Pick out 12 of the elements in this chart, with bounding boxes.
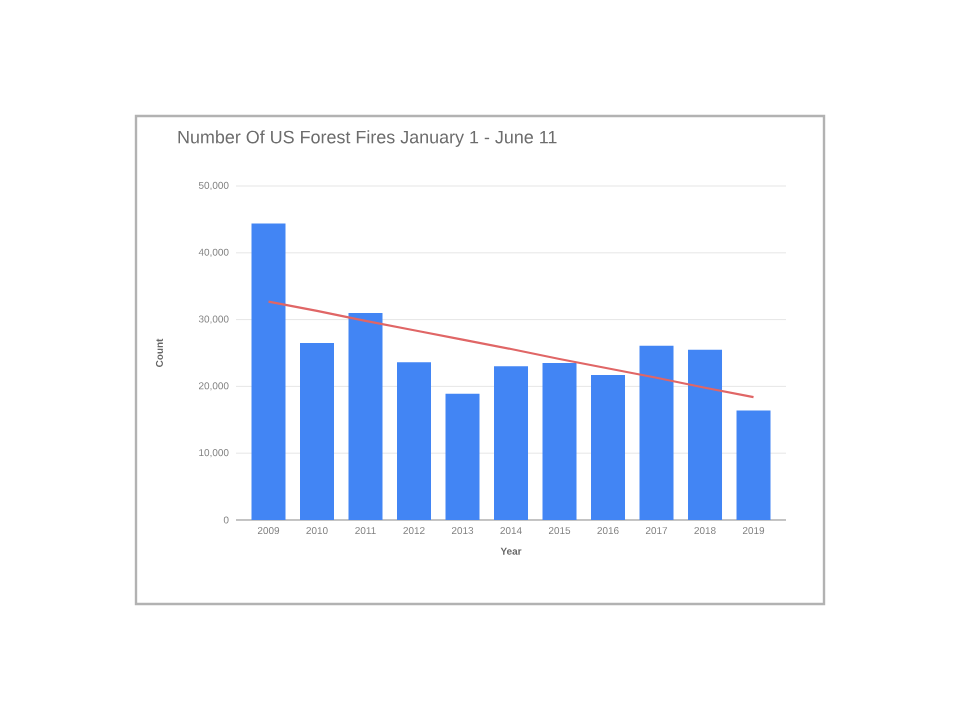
bar (300, 342, 334, 520)
chart-title: Number Of US Forest Fires January 1 - June 11 (178, 130, 557, 147)
bar (494, 366, 529, 520)
bar (251, 223, 286, 520)
bar (591, 375, 626, 520)
bar (445, 393, 480, 520)
bar (736, 410, 771, 520)
bar (688, 349, 723, 520)
bar (397, 362, 431, 520)
bar (639, 345, 674, 520)
bar (348, 312, 383, 520)
bar (542, 363, 577, 520)
